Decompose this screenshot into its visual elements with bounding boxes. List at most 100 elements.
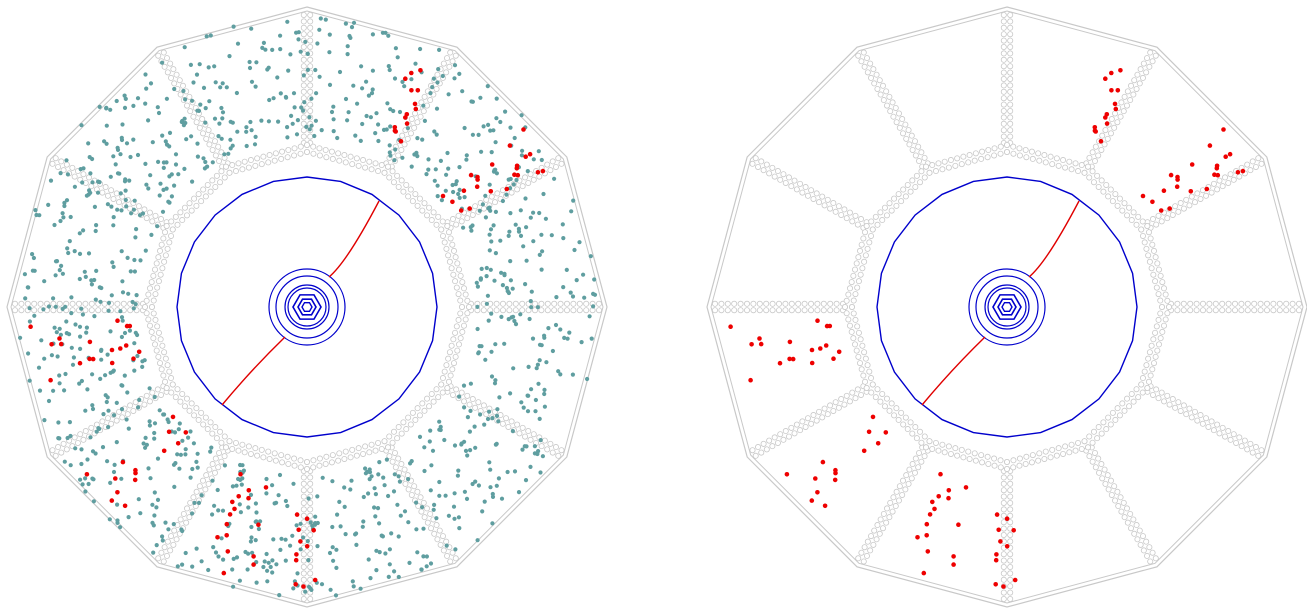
chamber-tube [763, 161, 770, 168]
chamber-tube [832, 399, 839, 406]
background-hit [444, 172, 449, 177]
chamber-tube [403, 181, 410, 188]
background-hit [83, 489, 88, 494]
chamber-tube [258, 446, 265, 453]
chamber-tube [1095, 183, 1102, 190]
chamber-tube [785, 433, 792, 440]
chamber-tube [570, 300, 577, 307]
background-hit [206, 65, 211, 70]
chamber-tube [849, 218, 856, 225]
chamber-tube [1191, 408, 1198, 415]
chamber-tube [965, 448, 972, 455]
background-hit [248, 539, 253, 544]
background-hit [367, 477, 372, 482]
signal-hit [1240, 168, 1246, 174]
background-hit [79, 306, 84, 311]
chamber-tube [469, 211, 476, 218]
background-hit [490, 416, 495, 421]
background-hit [463, 448, 469, 453]
chamber-tube [271, 157, 278, 164]
background-hit [456, 468, 461, 473]
background-hit [315, 41, 320, 46]
chamber-tube [872, 213, 879, 220]
chamber-tube [835, 203, 842, 210]
chamber-tube [71, 434, 78, 441]
chamber-tube [1099, 132, 1106, 139]
chamber-tube [1111, 124, 1118, 131]
chamber-tube [300, 82, 307, 89]
background-hit [167, 130, 173, 135]
background-hit [31, 255, 36, 261]
chamber-tube [1000, 512, 1007, 519]
chamber-tube [945, 164, 952, 171]
signal-hit [1103, 76, 1108, 81]
chamber-tube [307, 570, 314, 577]
background-hit [317, 74, 322, 79]
chamber-tube [991, 455, 998, 462]
chamber-tube [445, 229, 452, 236]
chamber-tube [49, 447, 56, 454]
chamber-tube [183, 395, 190, 402]
background-hit [131, 103, 136, 108]
chamber-tube [1158, 389, 1165, 396]
chamber-tube [1283, 300, 1290, 307]
chamber-tube [307, 480, 314, 487]
chamber-tube [439, 389, 446, 396]
signal-hit [809, 498, 815, 503]
background-hit [120, 122, 125, 127]
background-hit [99, 357, 104, 362]
chamber-tube [850, 310, 857, 317]
chamber-tube [395, 183, 402, 190]
chamber-tube [1116, 195, 1123, 202]
background-hit [377, 460, 382, 465]
chamber-tube [915, 464, 922, 471]
chamber-tube [232, 439, 239, 446]
chamber-tube [1227, 436, 1234, 443]
chamber-tube [307, 532, 314, 539]
chamber-tube [443, 245, 450, 252]
background-hit [374, 111, 379, 116]
chamber-tube [88, 424, 95, 431]
chamber-tube [1276, 300, 1283, 307]
background-hit [212, 116, 218, 121]
chamber-tube [162, 378, 169, 385]
chamber-tube [1000, 487, 1007, 494]
signal-hit [293, 582, 299, 587]
chamber-tube [31, 307, 38, 314]
chamber-tube [879, 217, 886, 224]
chamber-tube [421, 200, 428, 207]
background-hit [437, 479, 442, 485]
background-hit [508, 176, 513, 182]
signal-hit [1098, 139, 1104, 144]
chamber-tube [1107, 421, 1114, 428]
chamber-tube [445, 378, 452, 385]
background-hit [528, 299, 533, 304]
chamber-tube [108, 420, 115, 427]
chamber-tube [168, 74, 175, 81]
background-hit [536, 381, 541, 386]
signal-hit [1168, 172, 1174, 178]
chamber-tube [853, 260, 860, 267]
chamber-tube [493, 307, 500, 314]
chamber-tube [159, 342, 166, 349]
chamber-tube [202, 486, 209, 493]
chamber-tube [1175, 399, 1182, 406]
chamber-tube [797, 180, 804, 187]
background-hit [288, 543, 293, 548]
chamber-tube [1133, 221, 1140, 228]
chamber-tube [453, 386, 460, 393]
chamber-tube [55, 444, 62, 451]
background-hit [435, 194, 440, 199]
chamber-tube [221, 453, 228, 460]
chamber-tube [119, 414, 126, 421]
chamber-tube [802, 184, 809, 191]
chamber-tube [1089, 439, 1096, 446]
chamber-tube [1100, 419, 1107, 426]
background-hit [500, 283, 505, 288]
chamber-tube [307, 88, 314, 95]
chamber-tube [525, 179, 532, 186]
chamber-tube [483, 196, 490, 203]
background-hit [470, 132, 475, 137]
chamber-tube [158, 391, 165, 398]
background-hit [396, 534, 401, 539]
